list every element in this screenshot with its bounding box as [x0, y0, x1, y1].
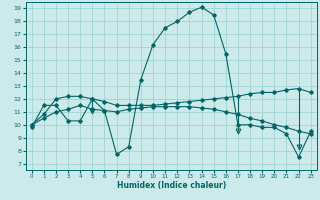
X-axis label: Humidex (Indice chaleur): Humidex (Indice chaleur) — [116, 181, 226, 190]
